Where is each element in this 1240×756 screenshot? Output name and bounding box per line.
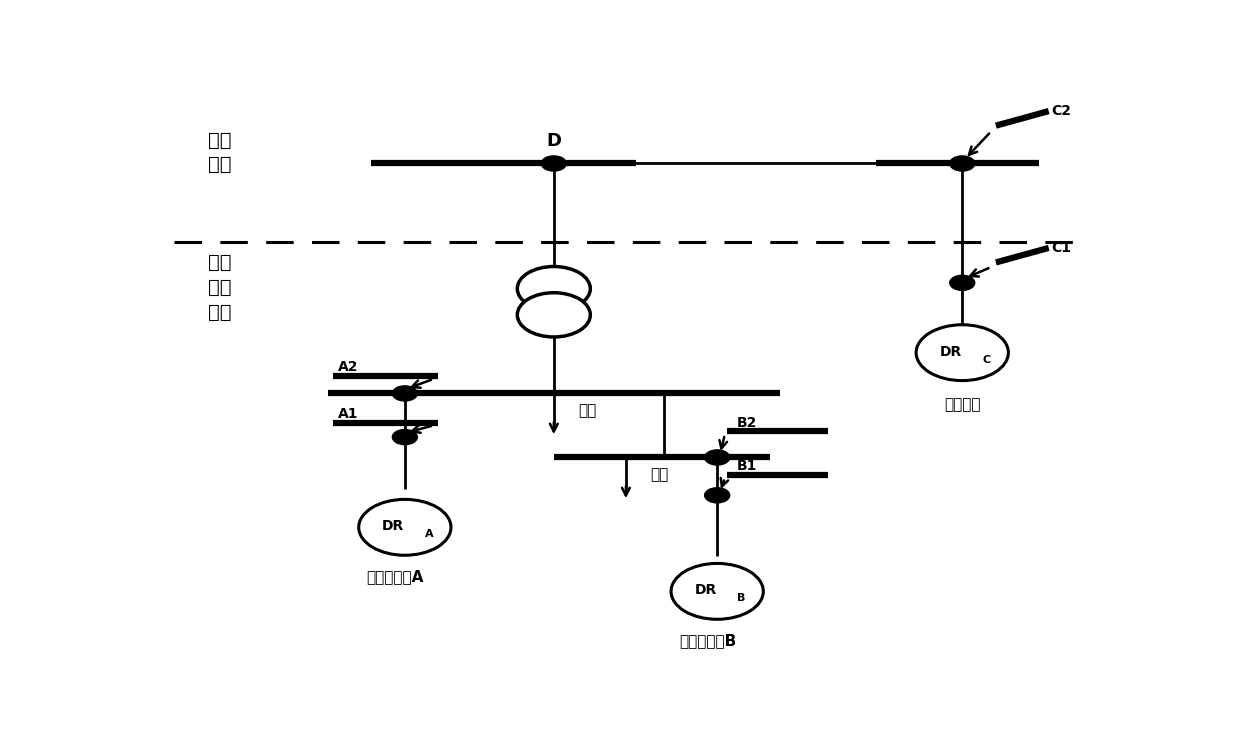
Text: A2: A2 (337, 360, 358, 374)
Circle shape (704, 450, 729, 465)
Circle shape (358, 500, 451, 555)
Circle shape (916, 325, 1008, 380)
Text: C2: C2 (1052, 104, 1071, 118)
Circle shape (392, 429, 418, 445)
Text: B2: B2 (737, 416, 756, 429)
Text: C1: C1 (1052, 241, 1071, 255)
Text: A: A (424, 529, 433, 539)
Text: A1: A1 (337, 407, 358, 421)
Text: DR: DR (694, 583, 717, 597)
Text: 常规电源: 常规电源 (944, 398, 981, 413)
Text: 分布式电源A: 分布式电源A (367, 569, 424, 584)
Text: C: C (982, 355, 991, 364)
Text: 用户: 用户 (208, 253, 232, 272)
Circle shape (704, 488, 729, 503)
Circle shape (542, 156, 567, 171)
Circle shape (392, 386, 418, 401)
Text: 负荷: 负荷 (578, 404, 596, 418)
Text: 分布式电源B: 分布式电源B (680, 634, 737, 649)
Circle shape (517, 293, 590, 337)
Text: 电网: 电网 (208, 303, 232, 322)
Text: 公用: 公用 (208, 131, 232, 150)
Text: B: B (737, 593, 745, 603)
Text: 电网: 电网 (208, 155, 232, 174)
Text: DR: DR (382, 519, 404, 533)
Circle shape (517, 267, 590, 311)
Text: B1: B1 (737, 459, 756, 473)
Text: 负荷: 负荷 (650, 467, 668, 482)
Text: D: D (547, 132, 562, 150)
Circle shape (950, 275, 975, 290)
Text: DR: DR (940, 345, 962, 358)
Circle shape (671, 563, 764, 619)
Circle shape (950, 156, 975, 171)
Text: 内部: 内部 (208, 278, 232, 297)
